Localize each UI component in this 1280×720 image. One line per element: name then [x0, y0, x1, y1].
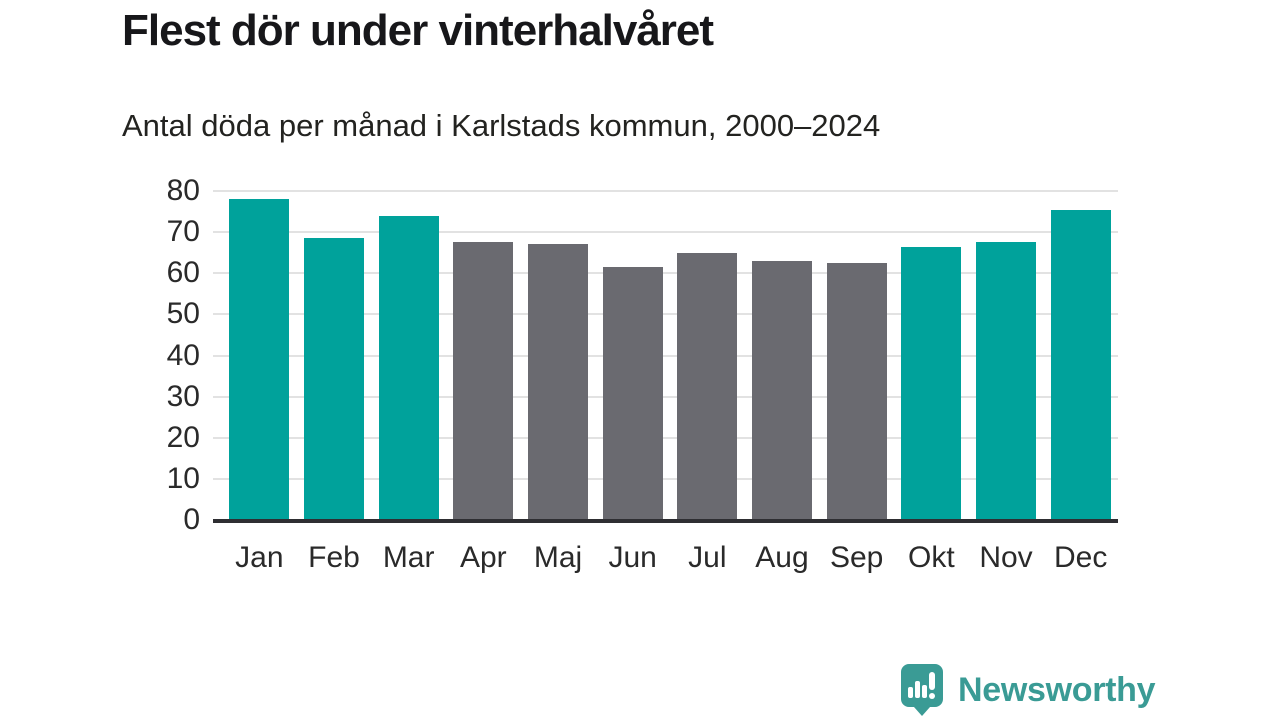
gridline-30 — [213, 395, 1118, 398]
x-axis-tick-label-jan: Jan — [235, 541, 284, 574]
y-axis-tick-label-10: 10 — [166, 461, 200, 495]
bar-sep — [826, 262, 887, 520]
gridline-80 — [213, 190, 1118, 192]
x-axis-tick-label-aug: Aug — [755, 541, 809, 574]
bar-aug — [752, 260, 812, 520]
bar-chart-plot-area: 0 10 20 30 40 50 60 70 80 Jan Feb Mar Apr Maj Jun Jul Au… — [166, 174, 1118, 574]
y-axis-tick-label-60: 60 — [166, 256, 200, 290]
y-axis-tick-label-20: 20 — [166, 420, 200, 454]
bar-apr — [453, 242, 514, 520]
x-axis-tick-label-dec: Dec — [1053, 541, 1108, 574]
y-axis-tick-label-40: 40 — [166, 338, 200, 372]
bar-feb — [304, 238, 364, 520]
y-axis-tick-label-0: 0 — [183, 503, 200, 536]
y-axis-tick-label-30: 30 — [166, 379, 200, 413]
bar-jul — [677, 252, 738, 520]
gridline-20 — [213, 436, 1118, 439]
chart-title: Flest dör under vinterhalvåret — [122, 6, 714, 55]
x-axis-tick-label-maj: Maj — [533, 541, 583, 574]
bar-jun — [602, 267, 663, 520]
bar-mar — [378, 215, 439, 520]
bar-jan — [229, 199, 290, 520]
gridline-40 — [213, 354, 1118, 357]
bar-dec — [1050, 209, 1111, 520]
bar-okt — [901, 246, 962, 520]
x-axis-tick-label-okt: Okt — [907, 541, 955, 574]
newsworthy-logo-text: Newsworthy — [958, 670, 1156, 709]
bar-maj — [528, 244, 588, 520]
y-axis-tick-label-80: 80 — [166, 174, 200, 207]
x-axis-tick-label-sep: Sep — [829, 541, 884, 574]
bar-nov — [976, 242, 1036, 520]
y-axis-tick-label-70: 70 — [166, 215, 200, 249]
x-axis-line — [213, 519, 1118, 523]
gridline-50 — [213, 313, 1118, 316]
speech-bubble-bar-chart-icon — [901, 664, 943, 716]
gridline-10 — [213, 477, 1118, 480]
chart-subtitle: Antal döda per månad i Karlstads kommun,… — [122, 108, 881, 143]
x-axis-tick-label-jul: Jul — [688, 541, 727, 574]
x-axis-tick-label-nov: Nov — [979, 541, 1033, 574]
x-axis-tick-label-jun: Jun — [608, 541, 657, 574]
y-axis-tick-label-50: 50 — [166, 297, 200, 331]
newsworthy-logo: Newsworthy — [901, 664, 1156, 716]
gridline-70 — [213, 231, 1118, 234]
x-axis-tick-label-feb: Feb — [308, 541, 360, 574]
gridline-60 — [213, 272, 1118, 275]
x-axis-tick-label-mar: Mar — [382, 541, 435, 574]
x-axis-tick-label-apr: Apr — [459, 541, 507, 574]
